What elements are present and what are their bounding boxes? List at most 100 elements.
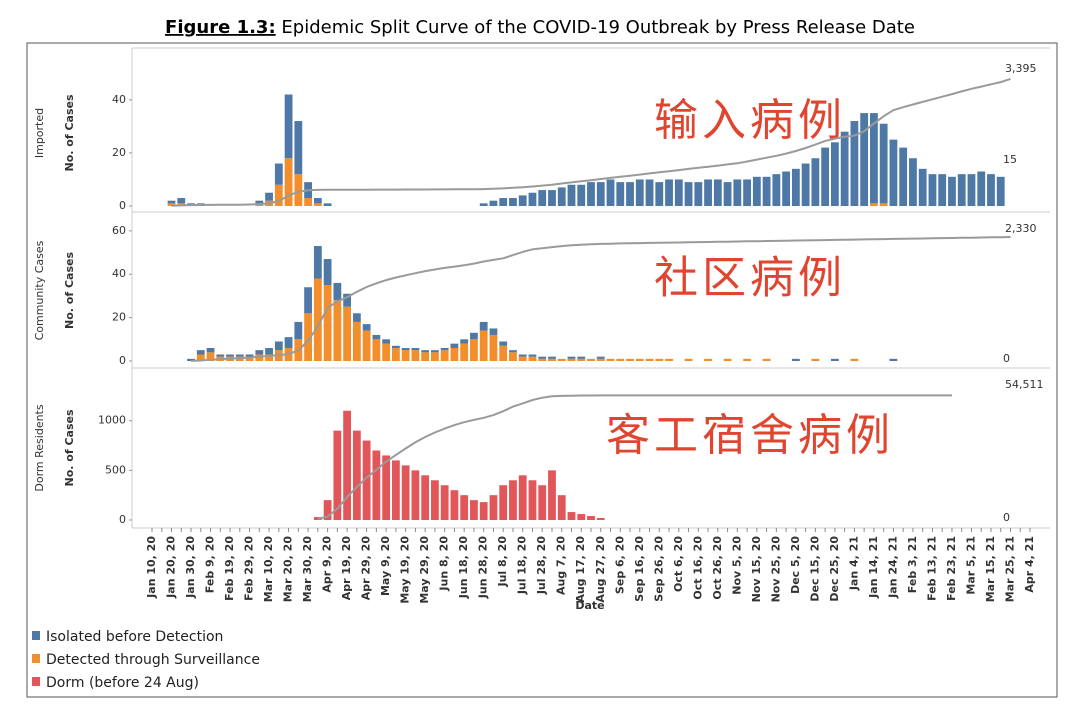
cumulative-line (171, 77, 1011, 207)
bar (479, 321, 488, 331)
bar (606, 358, 615, 361)
bar (596, 358, 605, 361)
bar (587, 182, 595, 206)
x-tick-label: Aug 27, 20 (594, 536, 607, 603)
bar (411, 350, 420, 361)
x-tick-label: Nov 25, 20 (769, 536, 782, 603)
bar (352, 321, 361, 361)
x-tick-label: Jan 10, 20 (145, 536, 158, 599)
bar (470, 332, 478, 340)
bar (928, 174, 937, 206)
bar (830, 358, 839, 361)
bar (850, 121, 859, 206)
bar (782, 171, 791, 206)
y-axis-title: No. of Cases (63, 409, 76, 486)
y-axis-title: No. of Cases (63, 252, 76, 329)
bar (821, 147, 830, 206)
bar (548, 190, 556, 206)
bar (528, 192, 537, 206)
y-axis-title: No. of Cases (63, 94, 76, 171)
bar (645, 179, 654, 206)
bar (509, 480, 517, 520)
frame (26, 42, 1058, 698)
x-tick-label: Feb 23, 21 (945, 536, 958, 601)
bar (616, 182, 625, 206)
x-tick-label: Aug 7, 20 (555, 536, 568, 595)
bar (557, 495, 566, 520)
bar (245, 354, 254, 357)
x-tick-label: May 29, 20 (418, 536, 431, 604)
bar (548, 470, 556, 520)
bar (548, 356, 556, 359)
bar (372, 450, 381, 520)
bar (772, 174, 781, 206)
bar (470, 339, 478, 361)
bar (479, 203, 488, 206)
x-tick-label: Apr 19, 20 (340, 536, 353, 601)
bar (704, 179, 712, 206)
row-label: Imported (33, 108, 46, 158)
bar (704, 358, 712, 361)
cumulative-total: 3,395 (1005, 62, 1037, 75)
bar (479, 330, 488, 361)
bar (274, 341, 283, 351)
bar (401, 350, 410, 361)
bar (791, 168, 800, 206)
bar (274, 163, 283, 185)
bar (167, 200, 176, 204)
x-tick-label: Feb 19, 20 (223, 536, 236, 601)
bar (313, 278, 322, 361)
bar (391, 345, 400, 348)
bar (284, 158, 293, 206)
bar (811, 358, 820, 361)
x-tick-label: Mar 20, 20 (282, 536, 295, 603)
x-tick-label: Feb 13, 21 (925, 536, 938, 601)
bar (674, 179, 683, 206)
bar (450, 490, 459, 520)
row-label: Dorm Residents (33, 404, 46, 491)
bar (333, 430, 342, 520)
cumulative-total: 54,511 (1005, 378, 1044, 391)
x-tick-label: Apr 9, 20 (321, 536, 334, 593)
bar (557, 187, 566, 206)
bar (762, 176, 771, 206)
y-tick-label: 0 (119, 199, 126, 212)
bar (313, 246, 322, 279)
bar (645, 358, 654, 361)
x-tick-label: Mar 25, 21 (1003, 536, 1016, 602)
bar (431, 480, 439, 520)
bar (626, 182, 634, 206)
bar (879, 123, 888, 204)
bar (889, 139, 898, 206)
bar (948, 176, 956, 206)
y-tick-label: 20 (112, 146, 126, 159)
bar (294, 174, 303, 206)
bar (518, 356, 527, 361)
chart-title: Figure 1.3: Epidemic Split Curve of the … (165, 17, 915, 38)
x-tick-label: May 19, 20 (399, 536, 412, 604)
bar (440, 347, 449, 351)
bar (967, 174, 976, 206)
x-tick-label: Feb 3, 21 (906, 536, 919, 593)
bar (713, 179, 722, 206)
bar (518, 354, 527, 357)
x-axis-title: Date (575, 599, 604, 612)
bar (509, 350, 517, 353)
bar (587, 516, 595, 520)
bar (665, 358, 673, 361)
x-tick-label: Mar 10, 20 (262, 536, 275, 603)
bar (421, 475, 430, 520)
x-tick-label: Apr 29, 20 (360, 536, 373, 601)
cumulative-line (190, 236, 1011, 362)
x-tick-label: Jan 20, 20 (165, 536, 178, 599)
bar (382, 339, 391, 344)
bar (440, 485, 449, 520)
bar (323, 259, 332, 286)
row-label: Community Cases (33, 240, 46, 340)
bar (431, 352, 439, 361)
bar (362, 440, 371, 520)
bar (762, 358, 771, 361)
bar (840, 131, 849, 206)
x-tick-label: Jan 14, 21 (867, 536, 880, 599)
